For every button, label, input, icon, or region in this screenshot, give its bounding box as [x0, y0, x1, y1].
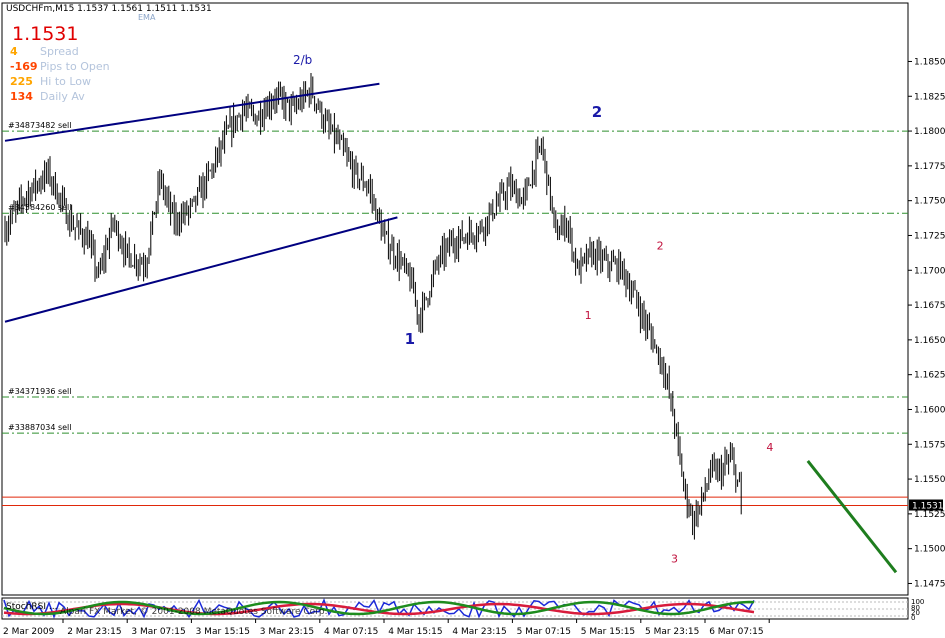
- oscillator-scale-label: 100: [911, 598, 924, 606]
- chart-frame: [1, 2, 909, 596]
- y-tick-label: 1.1525: [914, 510, 945, 520]
- info-row-daily-av: 134 Daily Av: [10, 90, 85, 103]
- sell-order-label: #34371936 sell: [8, 387, 72, 396]
- forecast-line: [806, 460, 898, 574]
- y-tick-label: 1.1625: [914, 371, 945, 381]
- wave-label: 3: [671, 553, 678, 566]
- oscillator-scale-label: 0: [911, 614, 915, 622]
- info-row-hi-to-low: 225 Hi to Low: [10, 75, 91, 88]
- x-tick-label: 2 Mar 2009: [3, 627, 55, 637]
- oscillator-scale-label: 80: [911, 604, 920, 612]
- x-tick-label: 5 Mar 15:15: [581, 627, 635, 637]
- y-tick-label: 1.1675: [914, 301, 945, 311]
- y-tick-label: 1.1600: [914, 405, 945, 415]
- price-tag-text: 1.1531: [912, 502, 944, 512]
- trendlines: [4, 82, 898, 574]
- main-plot-border: [1, 2, 909, 596]
- sell-order-label: #33887034 sell: [8, 423, 72, 432]
- current-price-big: 1.1531: [12, 23, 79, 45]
- info-label: Spread: [40, 45, 79, 58]
- info-value: -169: [10, 60, 38, 73]
- x-tick-label: 5 Mar 23:15: [645, 627, 699, 637]
- info-label: Hi to Low: [40, 75, 92, 88]
- order-lines: #34873482 sell #34584260 sell #34371936 se…: [2, 121, 908, 507]
- wave-label: 1: [585, 309, 592, 322]
- wave-label: 4: [766, 441, 773, 454]
- wave-labels: 2/b 1 2 1 2 3 4: [293, 53, 773, 565]
- trendline: [4, 216, 398, 323]
- y-tick-label: 1.1575: [914, 440, 945, 450]
- info-value: 134: [10, 90, 33, 103]
- x-tick-label: 6 Mar 07:15: [709, 627, 763, 637]
- y-tick-label: 1.1725: [914, 231, 945, 241]
- info-value: 225: [10, 75, 33, 88]
- wave-label: 2/b: [293, 53, 312, 67]
- y-tick-label: 1.1700: [914, 266, 945, 276]
- info-row-spread: 4 Spread: [10, 45, 79, 58]
- y-tick-label: 1.1650: [914, 336, 945, 346]
- trendline: [4, 82, 380, 142]
- oscillator-label: StochRSI ...: [6, 602, 58, 612]
- x-tick-label: 4 Mar 07:15: [324, 627, 378, 637]
- candles: [4, 73, 742, 540]
- info-value: 4: [10, 45, 18, 58]
- sell-order-label: #34873482 sell: [8, 121, 72, 130]
- y-tick-label: 1.1775: [914, 162, 945, 172]
- sell-order-label: #34584260 sell: [8, 203, 72, 212]
- y-tick-label: 1.1475: [914, 579, 945, 589]
- oscillator-line-green: [3, 600, 755, 616]
- wave-label: 1: [405, 330, 415, 348]
- ema-label: EMA: [138, 13, 156, 22]
- x-tick-label: 4 Mar 15:15: [388, 627, 442, 637]
- info-row-pips-to-open: -169 Pips to Open: [10, 60, 110, 73]
- x-tick-label: 2 Mar 23:15: [67, 627, 121, 637]
- y-tick-label: 1.1500: [914, 545, 945, 555]
- price-tag-box: [909, 499, 943, 511]
- oscillator-scale-label: 20: [911, 609, 920, 617]
- wave-label: 2: [592, 103, 602, 121]
- price-axis: 1.1850 1.1825 1.1800 1.1775 1.1750 1.1725 1.17…: [908, 57, 945, 589]
- y-tick-label: 1.1850: [914, 57, 945, 67]
- y-tick-label: 1.1750: [914, 197, 945, 207]
- x-tick-label: 3 Mar 15:15: [196, 627, 250, 637]
- y-tick-label: 1.1825: [914, 92, 945, 102]
- y-tick-label: 1.1800: [914, 127, 945, 137]
- x-tick-label: 3 Mar 07:15: [131, 627, 185, 637]
- wave-label: 2: [657, 239, 664, 252]
- x-tick-label: 4 Mar 23:15: [452, 627, 506, 637]
- x-tick-label: 5 Mar 07:15: [517, 627, 571, 637]
- info-label: Daily Av: [40, 90, 85, 103]
- symbol-header: USDCHFm,M15 1.1537 1.1561 1.1511 1.1531: [6, 4, 212, 14]
- info-label: Pips to Open: [40, 60, 110, 73]
- x-tick-label: 3 Mar 23:15: [260, 627, 314, 637]
- copyright-watermark: Alpari FX Market, © 2001-2008 MetaQuotes…: [60, 607, 328, 617]
- y-tick-label: 1.1550: [914, 475, 945, 485]
- time-axis: 2 Mar 2009 2 Mar 23:15 3 Mar 07:15 3 Mar 15…: [3, 619, 770, 637]
